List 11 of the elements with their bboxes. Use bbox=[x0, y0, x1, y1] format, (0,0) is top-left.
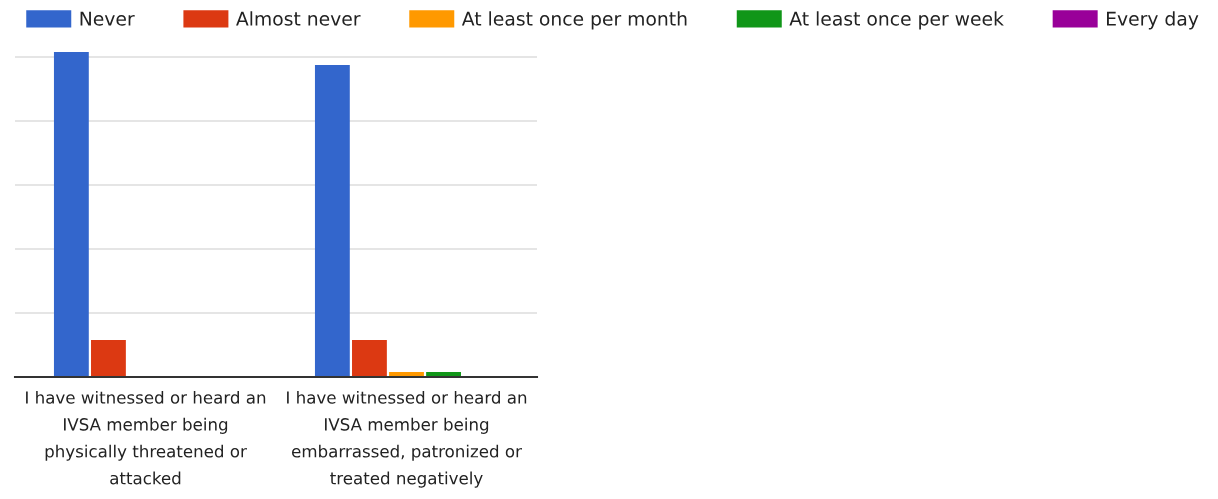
bar bbox=[352, 339, 387, 377]
bar bbox=[91, 339, 126, 377]
legend-label: At least once per week bbox=[789, 11, 1004, 30]
legend-label: Never bbox=[80, 11, 135, 26]
x-tick-label: I have witnessed or heard an IVSA member being physically threatened or attacked bbox=[26, 390, 266, 485]
legend-label: Almost never bbox=[236, 11, 361, 26]
legend-label: At least once per month bbox=[461, 11, 687, 30]
bar bbox=[314, 65, 350, 377]
legend-label: Every day bbox=[1107, 11, 1199, 30]
x-tick-label: I have witnessed or heard an IVSA member being embarrassed, patronized or treated negatively bbox=[287, 390, 527, 488]
bar bbox=[53, 52, 89, 377]
